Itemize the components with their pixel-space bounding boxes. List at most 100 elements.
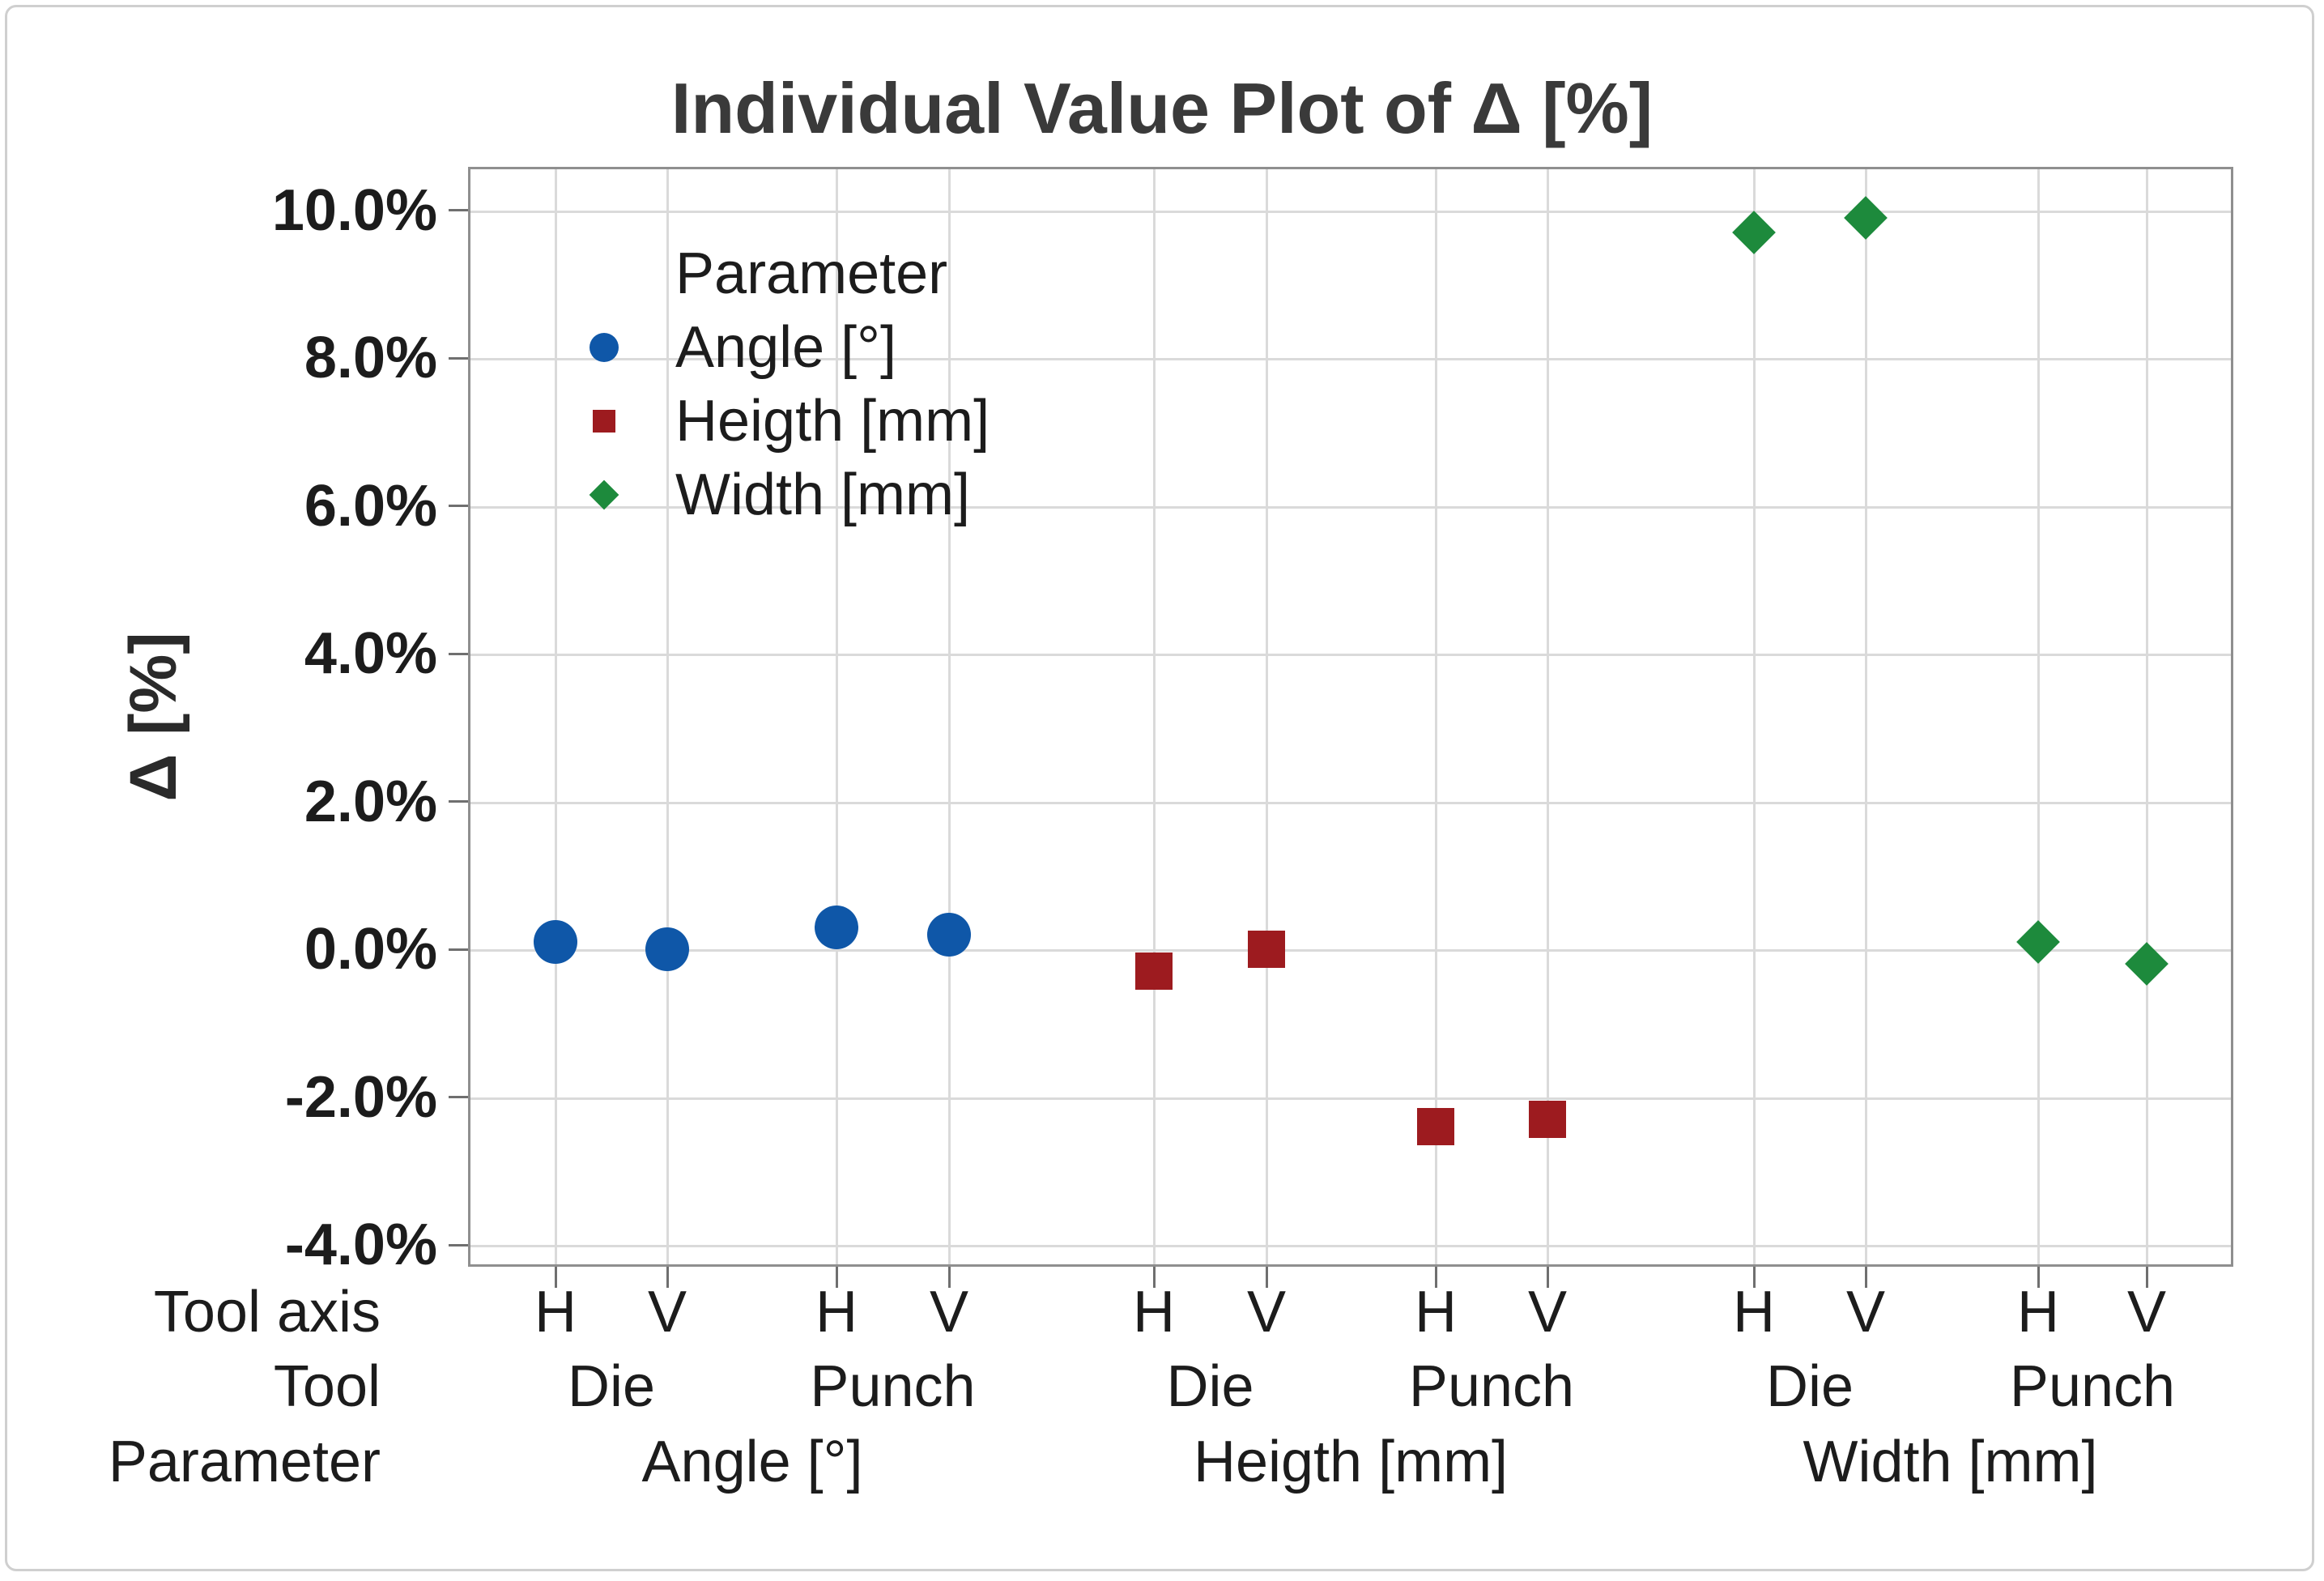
- x-tick-mark: [1752, 1267, 1756, 1288]
- data-point-square: [1248, 931, 1285, 968]
- x-axis-row-label-parameter: Parameter: [108, 1430, 381, 1494]
- legend-item-width: Width [mm]: [589, 458, 1156, 531]
- y-tick-mark: [449, 800, 468, 803]
- y-tick-mark: [449, 356, 468, 360]
- plot-area: [468, 167, 2233, 1267]
- y-tick-mark: [449, 209, 468, 211]
- x-tick-mark: [947, 1267, 951, 1288]
- x-tick-label-tool-axis: H: [815, 1280, 858, 1344]
- data-point-circle: [815, 905, 858, 949]
- x-tick-label-tool-axis: H: [1133, 1280, 1175, 1344]
- x-tick-label-tool: Punch: [2009, 1354, 2176, 1419]
- y-tick-label: 8.0%: [304, 326, 437, 390]
- y-gridline: [470, 1097, 2231, 1100]
- y-tick-label: 2.0%: [304, 769, 437, 834]
- legend-title-row: Parameter: [590, 237, 1156, 310]
- y-tick-label: -4.0%: [284, 1212, 437, 1277]
- data-points-layer: [470, 169, 2231, 1264]
- x-gridline: [1152, 169, 1156, 1264]
- gridline-layer: [470, 169, 2231, 1264]
- legend-item-label: Angle [°]: [675, 314, 896, 380]
- y-tick-mark: [449, 1243, 468, 1246]
- x-tick-mark: [554, 1267, 557, 1288]
- y-gridline: [470, 358, 2231, 360]
- x-gridline: [835, 169, 838, 1264]
- legend-item-heigth: Heigth [mm]: [590, 384, 1156, 458]
- y-tick-mark: [449, 948, 468, 951]
- y-tick-label: 6.0%: [304, 473, 437, 539]
- x-tick-label-tool-axis: V: [2126, 1280, 2167, 1344]
- figure-frame: [5, 5, 2314, 1571]
- x-tick-label-parameter: Heigth [mm]: [1193, 1430, 1509, 1494]
- legend-title: Parameter: [675, 241, 948, 306]
- legend: Parameter Angle [°] Heigth [mm] Width [m…: [589, 237, 1156, 531]
- x-gridline: [1265, 169, 1268, 1264]
- x-gridline: [1864, 169, 1867, 1264]
- x-axis-row-label-tool-axis: Tool axis: [153, 1280, 381, 1344]
- y-tick-label: 0.0%: [304, 917, 437, 982]
- data-point-square: [1135, 952, 1173, 991]
- x-gridline: [2037, 169, 2040, 1264]
- data-point-circle: [534, 919, 577, 964]
- legend-item-angle: Angle [°]: [590, 310, 1156, 384]
- x-tick-label-tool: Die: [1765, 1354, 1854, 1419]
- y-tick-label: -2.0%: [284, 1064, 437, 1130]
- data-point-square: [1417, 1108, 1454, 1145]
- y-gridline: [470, 505, 2231, 509]
- x-tick-label-parameter: Angle [°]: [641, 1430, 863, 1494]
- y-tick-mark: [449, 505, 468, 507]
- legend-item-label: Width [mm]: [675, 462, 971, 527]
- x-tick-label-tool-axis: V: [1246, 1280, 1287, 1344]
- x-tick-mark: [1546, 1267, 1549, 1288]
- x-tick-mark: [1434, 1267, 1437, 1288]
- y-tick-mark: [449, 652, 468, 655]
- x-gridline: [1546, 169, 1549, 1264]
- x-tick-label-tool-axis: H: [534, 1280, 577, 1344]
- x-tick-label-tool-axis: V: [929, 1280, 969, 1344]
- y-gridline: [470, 654, 2231, 656]
- chart-title: Individual Value Plot of Δ [%]: [670, 68, 1654, 148]
- data-point-square: [1529, 1100, 1566, 1138]
- x-tick-label-tool: Punch: [1408, 1354, 1575, 1419]
- x-tick-label-tool-axis: H: [1415, 1280, 1457, 1344]
- x-gridline: [947, 169, 951, 1264]
- x-gridline: [1752, 169, 1756, 1264]
- x-tick-label-tool: Die: [1166, 1354, 1254, 1419]
- legend-item-label: Heigth [mm]: [675, 388, 990, 454]
- x-gridline: [2145, 169, 2148, 1264]
- y-gridline: [470, 210, 2231, 213]
- circle-marker-icon: [590, 332, 619, 362]
- x-tick-mark: [666, 1267, 669, 1288]
- x-gridline: [666, 169, 669, 1264]
- y-gridline: [470, 801, 2231, 804]
- data-point-circle: [645, 927, 689, 971]
- x-tick-mark: [2037, 1267, 2040, 1288]
- x-tick-mark: [1864, 1267, 1867, 1288]
- x-tick-label-tool-axis: H: [1733, 1280, 1775, 1344]
- x-tick-mark: [2145, 1267, 2148, 1288]
- y-gridline: [470, 949, 2231, 952]
- x-tick-mark: [1152, 1267, 1156, 1288]
- square-marker-icon: [593, 409, 615, 433]
- legend-marker-cell: [590, 407, 619, 436]
- x-gridline: [1434, 169, 1437, 1264]
- x-axis-row-label-tool: Tool: [273, 1354, 381, 1419]
- x-tick-label-tool: Die: [567, 1354, 656, 1419]
- x-gridline: [554, 169, 557, 1264]
- legend-marker-cell: [590, 332, 619, 362]
- y-gridline: [470, 1245, 2231, 1247]
- y-tick-label: 4.0%: [304, 621, 437, 686]
- x-tick-label-tool-axis: V: [1845, 1280, 1886, 1344]
- x-tick-mark: [835, 1267, 838, 1288]
- data-point-circle: [927, 912, 971, 957]
- x-tick-label-tool-axis: H: [2017, 1280, 2059, 1344]
- y-tick-mark: [449, 1096, 468, 1098]
- y-tick-label: 10.0%: [271, 177, 437, 243]
- x-tick-label-tool-axis: V: [1527, 1280, 1568, 1344]
- x-tick-mark: [1265, 1267, 1268, 1288]
- x-tick-label-parameter: Width [mm]: [1803, 1430, 2098, 1494]
- x-tick-label-tool-axis: V: [647, 1280, 687, 1344]
- x-tick-label-tool: Punch: [810, 1354, 976, 1419]
